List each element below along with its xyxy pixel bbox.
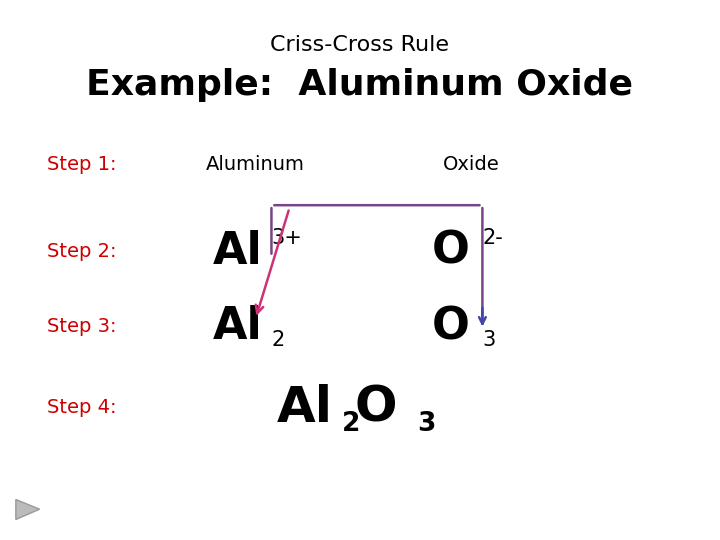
- Text: Step 1:: Step 1:: [47, 155, 117, 174]
- Text: Criss-Cross Rule: Criss-Cross Rule: [271, 35, 449, 55]
- Text: 3: 3: [418, 411, 436, 437]
- Text: O: O: [355, 384, 397, 431]
- Text: Al: Al: [212, 305, 262, 348]
- Text: Step 2:: Step 2:: [47, 241, 117, 261]
- Text: O: O: [432, 230, 470, 273]
- Text: Aluminum: Aluminum: [206, 155, 305, 174]
- Text: 2: 2: [342, 411, 361, 437]
- Text: Step 4:: Step 4:: [47, 398, 117, 417]
- Text: O: O: [432, 305, 470, 348]
- Polygon shape: [16, 500, 40, 519]
- Text: Al: Al: [277, 384, 333, 431]
- Text: 3: 3: [482, 330, 495, 350]
- Text: Al: Al: [212, 230, 262, 273]
- Text: Example:  Aluminum Oxide: Example: Aluminum Oxide: [86, 68, 634, 102]
- Text: 3+: 3+: [271, 227, 302, 248]
- Text: 2-: 2-: [482, 227, 503, 248]
- Text: Step 3:: Step 3:: [47, 317, 117, 336]
- Text: 2: 2: [271, 330, 284, 350]
- Text: Oxide: Oxide: [444, 155, 500, 174]
